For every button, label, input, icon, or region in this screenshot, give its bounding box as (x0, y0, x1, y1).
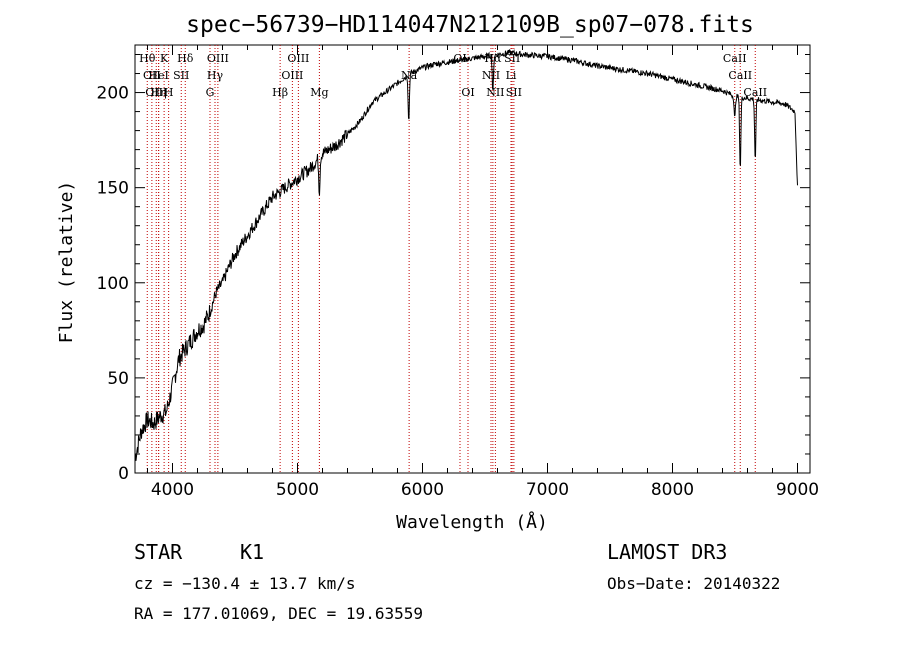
x-tick-label: 5000 (276, 480, 319, 500)
line-label: CaII (723, 52, 747, 65)
y-tick-label: 200 (97, 84, 129, 104)
line-label: Hδ (177, 52, 194, 65)
line-label: CaII (728, 69, 752, 82)
line-label: OI (453, 52, 466, 65)
y-tick-label: 100 (97, 274, 129, 294)
line-label: NII (482, 69, 500, 82)
x-tick-label: 7000 (526, 480, 569, 500)
line-label: OIII (281, 69, 303, 82)
line-label: K (160, 52, 169, 65)
redshift-info: cz = −130.4 ± 13.7 km/s (134, 574, 356, 593)
y-axis-ticks: 0 50 100 150 200 (97, 54, 810, 484)
line-label: Na (401, 69, 418, 82)
x-tick-label: 8000 (651, 480, 694, 500)
obs-date: Obs−Date: 20140322 (607, 574, 780, 593)
line-label: G (206, 86, 215, 99)
y-axis-label: Flux (relative) (56, 181, 77, 344)
x-tick-label: 9000 (776, 480, 819, 500)
survey-name: LAMOST DR3 (607, 540, 727, 564)
line-label: OII (143, 69, 161, 82)
line-label: Hβ (272, 86, 288, 99)
plot-frame (134, 44, 811, 474)
line-label: Hα (484, 52, 502, 65)
line-markers (146, 45, 756, 473)
object-class: STAR (134, 540, 183, 564)
line-label: Hθ (139, 52, 156, 65)
line-label: OIII (207, 52, 229, 65)
x-axis-ticks: 4000 5000 6000 7000 8000 9000 (147, 45, 819, 500)
line-label: OIII (145, 86, 167, 99)
line-label: HeI (148, 69, 168, 82)
line-label: CaII (743, 86, 767, 99)
line-label: SII (506, 86, 522, 99)
line-label: Mg (310, 86, 328, 99)
x-tick-label: 6000 (401, 480, 444, 500)
object-subclass: K1 (240, 540, 264, 564)
y-tick-label: 50 (107, 369, 129, 389)
radec-info: RA = 177.01069, DEC = 19.63559 (134, 604, 423, 623)
line-label: Hη (151, 86, 167, 99)
y-tick-label: 0 (118, 464, 129, 484)
line-label: Li (506, 69, 517, 82)
plot-area: 4000 5000 6000 7000 8000 9000 0 50 100 150 200 Hθ… (97, 44, 819, 500)
line-label: OI (461, 86, 474, 99)
line-label: SII (504, 52, 520, 65)
spectrum-line (134, 49, 798, 461)
chart-title: spec−56739−HD114047N212109B_sp07−078.fit… (186, 12, 754, 38)
line-label: SII (173, 69, 189, 82)
x-tick-label: 4000 (151, 480, 194, 500)
y-tick-label: 150 (97, 179, 129, 199)
line-label: NII (486, 86, 504, 99)
x-axis-label: Wavelength (Å) (396, 511, 548, 533)
line-label: H (164, 86, 174, 99)
line-label: Hγ (207, 69, 224, 82)
line-label: OIII (287, 52, 309, 65)
